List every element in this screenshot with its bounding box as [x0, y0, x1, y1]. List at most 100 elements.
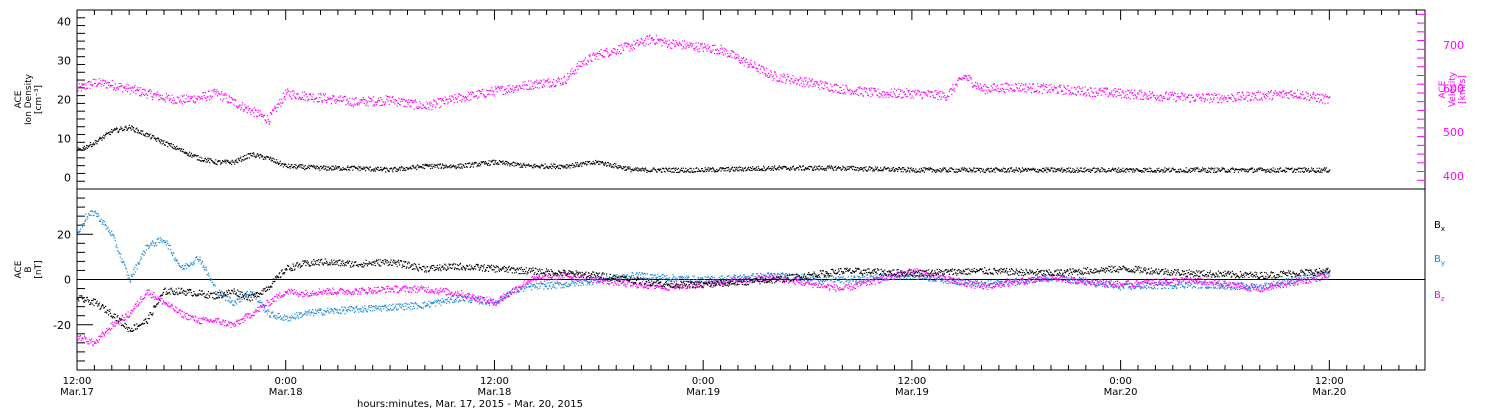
density-series-point [789, 169, 791, 171]
velocity-series-point [870, 87, 872, 89]
density-series-point [416, 168, 418, 171]
density-series-point [578, 165, 580, 168]
density-series-point [375, 167, 377, 169]
density-series-point [838, 167, 840, 169]
density-series-point [1272, 167, 1274, 169]
density-series-point [1024, 169, 1026, 171]
density-series-point [334, 168, 336, 170]
density-series-point [144, 135, 146, 137]
velocity-series-point [1172, 93, 1174, 95]
y-tick-label: 0 [64, 274, 71, 287]
by-series-point [366, 311, 368, 313]
velocity-series-point [685, 47, 687, 49]
by-series-point [176, 260, 178, 262]
density-series-point [1066, 168, 1069, 170]
velocity-series-point [1072, 92, 1074, 94]
velocity-series-point [514, 87, 516, 89]
velocity-series-point [1248, 94, 1251, 96]
velocity-series-point [863, 88, 865, 90]
density-series-point [322, 166, 324, 168]
by-series-point [315, 309, 317, 311]
density-series-point [673, 167, 675, 169]
velocity-series-point [906, 96, 908, 98]
velocity-series-point [550, 86, 552, 88]
by-series-point [253, 293, 255, 296]
density-series-point [1245, 170, 1247, 173]
by-series-point [458, 301, 460, 303]
density-series-point [959, 170, 961, 172]
density-series-point [605, 162, 607, 165]
density-series-point [1088, 170, 1090, 172]
density-series-point [734, 170, 736, 172]
velocity-series-point [1289, 92, 1291, 94]
velocity-series-point [308, 94, 311, 96]
density-series-point [763, 165, 765, 167]
velocity-series-point [1098, 89, 1100, 91]
velocity-series-point [890, 91, 892, 93]
velocity-series-point [1236, 99, 1238, 102]
velocity-series-point [817, 84, 819, 86]
by-series-point [391, 304, 393, 307]
by-series-point [84, 219, 87, 221]
by-series-point [205, 266, 207, 269]
density-series-point [1107, 170, 1109, 172]
density-series-point [824, 167, 826, 170]
velocity-series-point [803, 83, 805, 85]
density-series-point [869, 169, 871, 171]
density-series-point [843, 166, 845, 168]
density-series-point [492, 163, 494, 165]
by-series-point [276, 318, 278, 320]
density-series-point [722, 167, 724, 169]
by-series-point [238, 301, 241, 303]
velocity-series-point [1208, 94, 1210, 96]
velocity-series-point [1206, 93, 1208, 96]
velocity-series-point [1271, 99, 1273, 101]
velocity-series-point [755, 67, 757, 69]
by-series-point [301, 312, 303, 314]
density-series-point [768, 168, 770, 170]
density-series-point [168, 144, 171, 146]
by-series-point [442, 300, 445, 302]
velocity-series-point [965, 76, 967, 78]
density-series-point [483, 161, 485, 163]
density-series-point [675, 167, 677, 169]
velocity-series-point [323, 95, 325, 97]
velocity-series-point [288, 94, 291, 96]
by-series-point [463, 299, 465, 301]
density-series-point [212, 161, 214, 163]
velocity-series-point [1177, 95, 1179, 97]
velocity-series-point [307, 100, 309, 102]
by-series-point [429, 305, 431, 308]
density-series-point [1010, 167, 1013, 169]
velocity-series-point [363, 98, 365, 100]
density-series-point [909, 171, 911, 173]
velocity-series-point [496, 91, 498, 93]
velocity-series-point [214, 88, 216, 90]
velocity-series-point [973, 85, 975, 87]
velocity-series-point [637, 45, 639, 47]
density-series-point [697, 170, 699, 172]
velocity-series-point [697, 42, 700, 44]
velocity-series-point [282, 101, 284, 103]
density-series-point [520, 163, 522, 165]
density-series-point [869, 166, 871, 168]
density-series-point [115, 128, 117, 130]
density-series-point [125, 127, 127, 129]
density-series-point [1279, 168, 1281, 170]
density-series-point [909, 168, 911, 170]
velocity-series-point [1241, 91, 1243, 93]
by-series-point [251, 292, 253, 294]
by-series-point [108, 231, 110, 233]
velocity-series-point [98, 78, 101, 80]
density-series-point [591, 162, 593, 164]
velocity-series-point [386, 96, 389, 98]
velocity-series-point [200, 97, 202, 99]
velocity-series-point [884, 92, 886, 94]
velocity-series-point [188, 95, 190, 97]
velocity-series-point [203, 92, 205, 94]
velocity-series-point [946, 95, 949, 97]
density-series-point [805, 167, 807, 169]
velocity-series-point [610, 54, 612, 56]
velocity-series-point [532, 82, 534, 84]
velocity-series-point [148, 90, 150, 92]
